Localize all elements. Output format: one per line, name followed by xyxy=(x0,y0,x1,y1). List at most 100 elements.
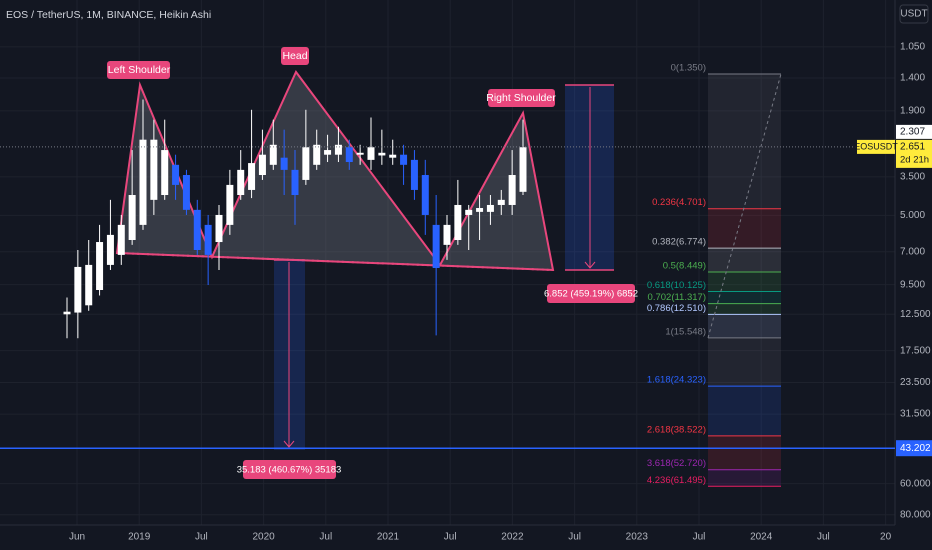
chart-title: EOS / TetherUS, 1M, BINANCE, Heikin Ashi xyxy=(6,9,211,21)
candle-body xyxy=(345,147,353,163)
candle-body xyxy=(269,144,277,165)
candle-body xyxy=(465,209,473,215)
y-tick-label: 60.000 xyxy=(900,478,931,489)
fib-label: 4.236(61.495) xyxy=(647,475,706,486)
candle-body xyxy=(313,144,321,165)
candle-body xyxy=(204,224,212,255)
candle-body xyxy=(378,152,386,156)
grid xyxy=(0,0,895,525)
fibonacci-retracement: 0(1.350) 0.236(4.701) 0.382(6.774) 0.5(8.44… xyxy=(647,63,782,487)
currency-box xyxy=(899,4,929,24)
fib-band xyxy=(708,337,781,387)
fib-band xyxy=(708,272,781,292)
label-box xyxy=(488,89,555,107)
y-tick-label: 1.900 xyxy=(900,106,925,117)
x-tick-label: 2019 xyxy=(128,532,151,543)
candle-body xyxy=(106,234,114,265)
price-badge-label: 2.651 xyxy=(900,142,925,153)
price-axis xyxy=(895,0,932,550)
price-badge xyxy=(896,139,932,168)
annotation: Head xyxy=(282,50,307,62)
arrow-head xyxy=(584,261,596,269)
candle-body xyxy=(367,147,375,160)
candle-body xyxy=(400,154,408,165)
y-tick-label: 17.500 xyxy=(900,345,931,356)
candle-body xyxy=(74,266,82,313)
candle-body xyxy=(237,169,245,196)
fib-band xyxy=(708,314,781,338)
countdown: 2d 21h xyxy=(900,154,929,165)
fib-label: 1(15.548) xyxy=(665,326,706,337)
fib-band xyxy=(708,208,781,249)
candle-body xyxy=(302,147,310,180)
candle-body xyxy=(172,164,180,185)
arrow-head xyxy=(283,440,295,448)
fib-band xyxy=(708,291,781,304)
label-box xyxy=(243,460,336,479)
candle-body xyxy=(258,154,266,176)
fib-label: 3.618(52.720) xyxy=(647,458,706,469)
candle-body xyxy=(63,311,71,315)
x-tick-label: 2023 xyxy=(626,532,649,543)
x-tick-label: Jul xyxy=(568,532,581,543)
fib-label: 2.618(38.522) xyxy=(647,424,706,435)
candle-body xyxy=(356,152,364,155)
candle-body xyxy=(291,169,299,196)
fib-label: 0(1.350) xyxy=(671,63,706,74)
fib-trend xyxy=(707,73,782,338)
y-tick-label: 5.000 xyxy=(900,210,925,221)
y-tick-label: 23.500 xyxy=(900,377,931,388)
x-tick-label: 2021 xyxy=(377,532,400,543)
candle-body xyxy=(161,150,169,196)
fib-band xyxy=(708,303,781,315)
candle-body xyxy=(85,264,93,306)
candle-body xyxy=(486,204,494,212)
candle-body xyxy=(128,195,136,240)
x-tick-label: 20 xyxy=(880,532,892,543)
y-tick-label: 1.050 xyxy=(900,42,925,53)
x-tick-label: Jul xyxy=(817,532,830,543)
fib-label: 0.702(11.317) xyxy=(648,292,706,303)
candle-body xyxy=(280,157,288,170)
annotation: Right Shoulder xyxy=(486,92,556,104)
x-tick-label: Jul xyxy=(444,532,457,543)
x-tick-label: Jul xyxy=(195,532,208,543)
candle-body xyxy=(334,144,342,155)
y-tick-label: 31.500 xyxy=(900,409,931,420)
y-tick-label: 1.400 xyxy=(900,73,925,84)
candle-body xyxy=(519,147,527,192)
y-tick-label: 9.500 xyxy=(900,279,925,290)
candles xyxy=(63,99,527,339)
candle-body xyxy=(117,224,125,255)
candle-body xyxy=(150,139,158,200)
candle-body xyxy=(215,214,223,243)
fib-label: 0.382(6.774) xyxy=(652,237,706,248)
y-tick-label: 7.000 xyxy=(900,246,925,257)
candle-body xyxy=(454,204,462,240)
x-tick-label: Jul xyxy=(319,532,332,543)
price-badge xyxy=(896,124,932,139)
fib-band xyxy=(708,248,781,273)
price-badge xyxy=(896,440,932,457)
annotation: Left Shoulder xyxy=(108,64,171,76)
y-tick-label: 80.000 xyxy=(900,509,931,520)
axis-labels: 1.050 1.400 1.900 3.500 5.000 7.000 9.500 12.50… xyxy=(69,42,931,543)
candle-body xyxy=(443,224,451,245)
fib-band xyxy=(708,469,781,487)
candle-body xyxy=(389,154,397,158)
currency: USDT xyxy=(900,9,927,20)
measurement-label: 35.183 (460.67%) 35183 xyxy=(237,465,342,476)
fib-label: 0.786(12.510) xyxy=(647,303,706,314)
head-shoulders-pattern xyxy=(115,70,555,272)
candle-body xyxy=(139,139,147,225)
symbol-badge xyxy=(857,139,895,154)
fib-band xyxy=(708,386,781,436)
candle-body xyxy=(324,150,332,155)
label-box xyxy=(107,61,170,79)
candle-body xyxy=(410,159,418,190)
candle-body xyxy=(508,175,516,205)
label-box xyxy=(547,284,635,303)
fib-label: 0.618(10.125) xyxy=(647,280,706,291)
candle-body xyxy=(476,208,484,212)
